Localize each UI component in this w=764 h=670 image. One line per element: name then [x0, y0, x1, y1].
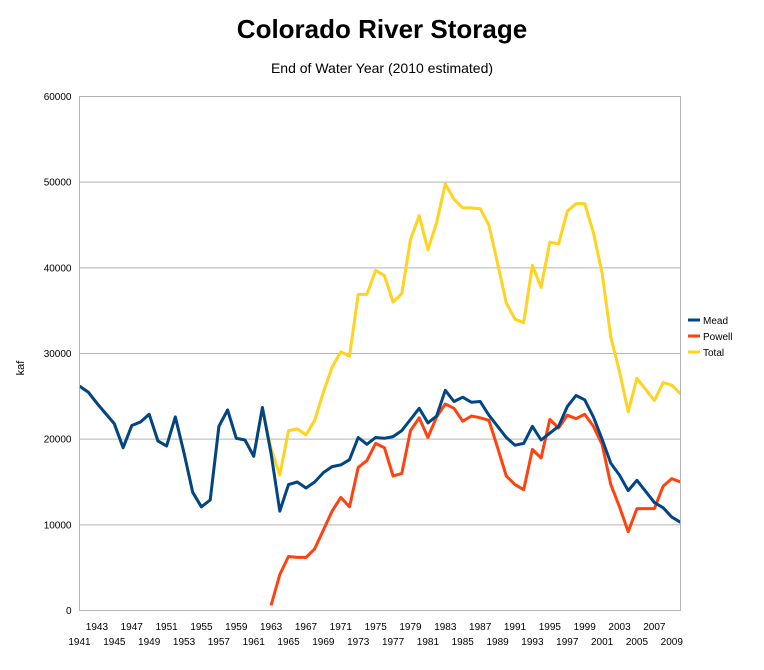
legend-label: Total	[703, 348, 724, 359]
x-tick-label: 1975	[365, 622, 388, 633]
x-tick-label: 1997	[556, 637, 579, 648]
x-tick-label: 1977	[382, 637, 405, 648]
x-tick-label: 1941	[68, 637, 91, 648]
x-tick-label: 1987	[469, 622, 492, 633]
x-tick-label: 1949	[138, 637, 161, 648]
y-tick-label: 10000	[44, 520, 72, 531]
x-tick-label: 2007	[643, 622, 666, 633]
x-tick-label: 1985	[452, 637, 475, 648]
y-tick-label: 60000	[44, 92, 72, 103]
grid-layer	[79, 96, 681, 526]
legend-label: Powell	[703, 332, 732, 343]
x-tick-label: 1945	[103, 637, 126, 648]
x-tick-label: 1971	[330, 622, 353, 633]
x-tick-label: 1995	[539, 622, 562, 633]
x-tick-label: 1999	[574, 622, 597, 633]
y-axis-label: kaf	[15, 360, 27, 376]
x-tick-label: 1959	[225, 622, 248, 633]
x-tick-label: 2001	[591, 637, 614, 648]
x-tick-label: 1947	[121, 622, 144, 633]
y-tick-label: 0	[66, 606, 72, 617]
x-tick-labels: 1943 1947 1951 1955 1959 1963 1967 1971 1975 1979…	[68, 622, 683, 648]
x-tick-label: 1973	[347, 637, 370, 648]
x-tick-label: 1953	[173, 637, 196, 648]
x-tick-label: 1989	[486, 637, 509, 648]
series-line-total	[78, 182, 682, 509]
chart-subtitle: End of Water Year (2010 estimated)	[271, 60, 493, 76]
series-layer	[78, 182, 682, 606]
x-tick-label: 1963	[260, 622, 283, 633]
x-tick-label: 1981	[417, 637, 440, 648]
series-line-powell	[269, 402, 682, 606]
x-tick-label: 2003	[608, 622, 631, 633]
y-tick-label: 20000	[44, 435, 72, 446]
x-tick-label: 1965	[277, 637, 300, 648]
x-tick-label: 2005	[626, 637, 649, 648]
y-tick-label: 30000	[44, 349, 72, 360]
legend: Mead Powell Total	[688, 316, 732, 359]
y-tick-labels: 0 10000 20000 30000 40000 50000 60000	[44, 92, 72, 617]
chart-title: Colorado River Storage	[237, 14, 527, 44]
x-tick-label: 1961	[243, 637, 266, 648]
x-tick-label: 1969	[312, 637, 335, 648]
x-tick-label: 1983	[434, 622, 457, 633]
legend-label: Mead	[703, 316, 728, 327]
x-tick-label: 1957	[208, 637, 231, 648]
x-tick-label: 1991	[504, 622, 527, 633]
y-tick-label: 50000	[44, 178, 72, 189]
x-tick-label: 1955	[190, 622, 213, 633]
x-tick-label: 2009	[661, 637, 684, 648]
series-line-mead	[78, 384, 682, 524]
x-tick-label: 1993	[521, 637, 544, 648]
x-tick-label: 1967	[295, 622, 318, 633]
y-tick-label: 40000	[44, 263, 72, 274]
x-tick-label: 1943	[86, 622, 109, 633]
plot-area-border	[79, 96, 681, 611]
x-tick-label: 1979	[399, 622, 422, 633]
x-tick-label: 1951	[155, 622, 178, 633]
